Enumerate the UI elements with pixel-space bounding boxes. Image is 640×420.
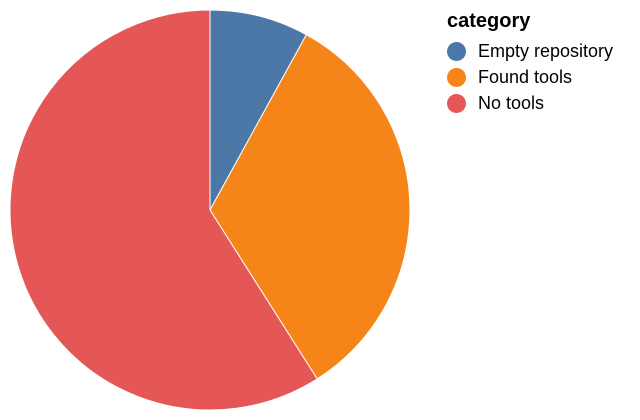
legend-swatch	[447, 93, 466, 113]
pie-slice-found-tools	[209, 34, 411, 380]
legend-swatch	[447, 67, 466, 87]
legend-label: Found tools	[478, 66, 573, 87]
legend-label: No tools	[478, 92, 545, 113]
pie-slice-empty-repository	[209, 9, 308, 211]
pie-slices	[9, 9, 411, 411]
legend-title: category	[447, 10, 531, 32]
legend-item-no-tools: No tools	[447, 90, 613, 116]
legend: category Empty repository Found tools No t…	[447, 8, 613, 116]
legend-item-empty-repository: Empty repository	[447, 38, 613, 64]
pie-slice-no-tools	[9, 9, 318, 411]
legend-items: Empty repository Found tools No tools	[447, 38, 613, 116]
legend-item-found-tools: Found tools	[447, 64, 613, 90]
legend-label: Empty repository	[478, 40, 614, 61]
legend-swatch	[447, 41, 466, 61]
